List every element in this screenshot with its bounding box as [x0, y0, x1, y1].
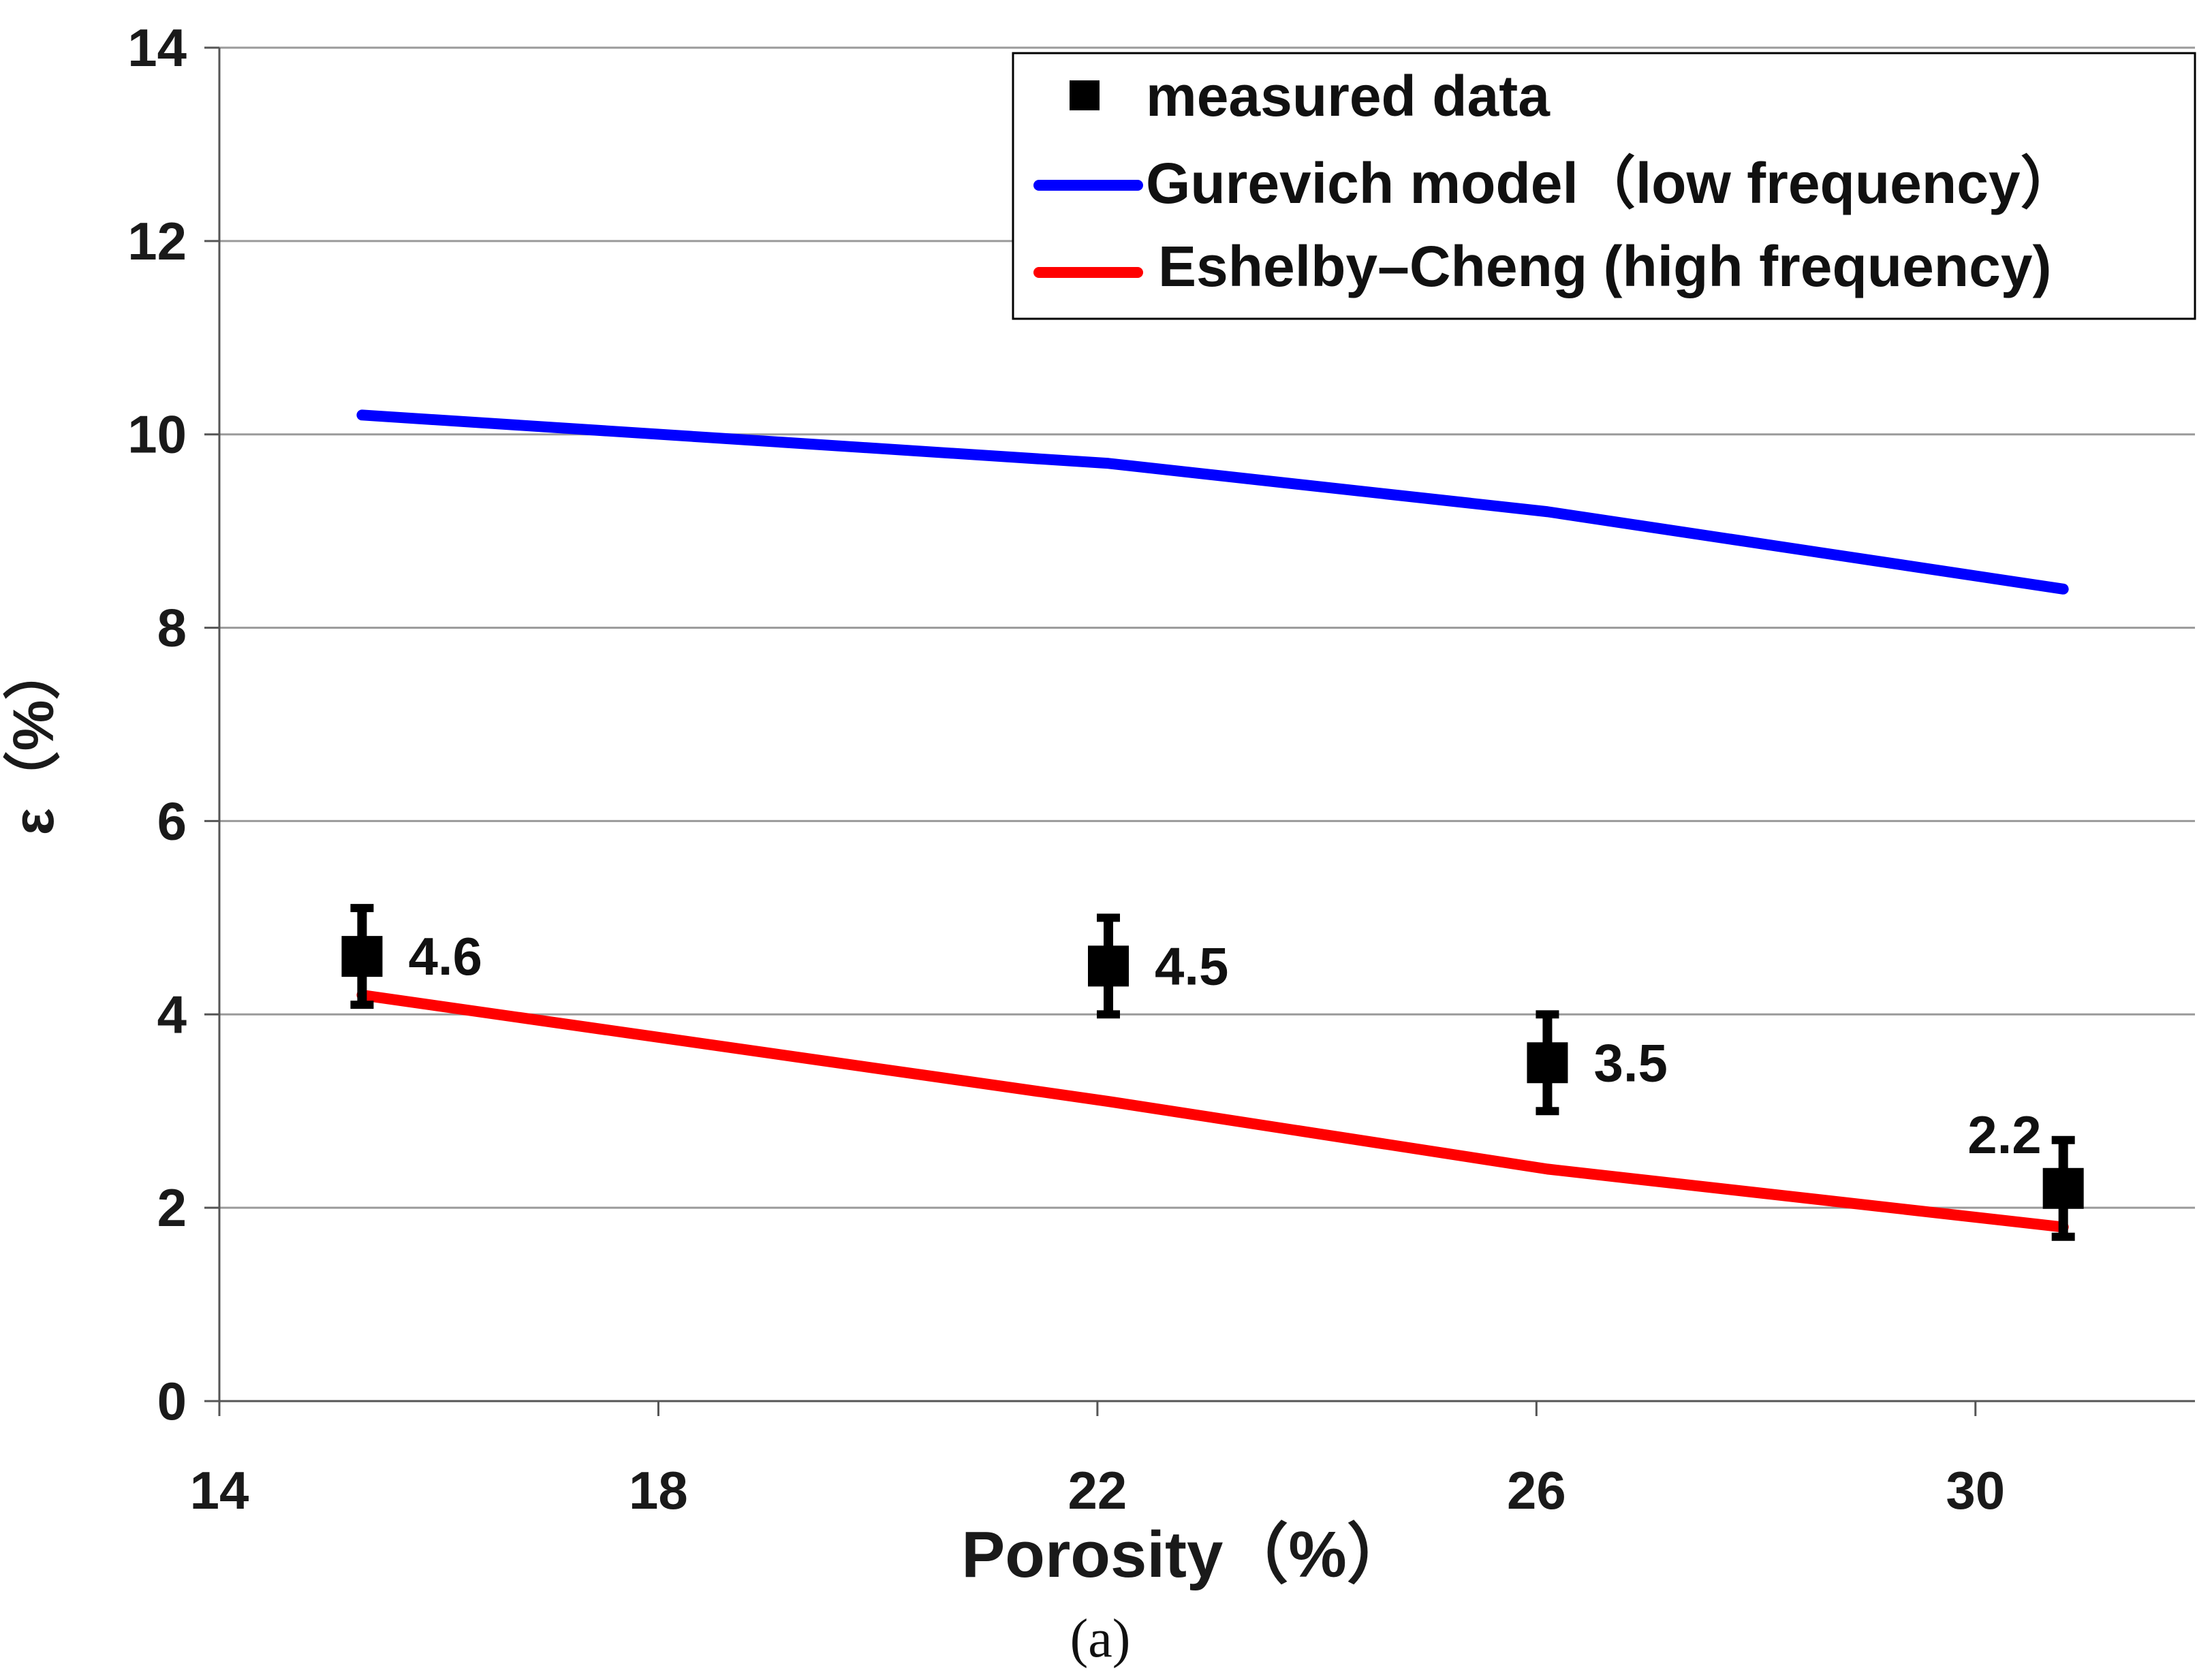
x-tick-label: 22 — [1068, 1460, 1127, 1520]
measured-data-point — [341, 936, 383, 977]
data-value-label: 2.2 — [1967, 1105, 2041, 1165]
x-tick-label: 26 — [1507, 1460, 1566, 1520]
y-tick-label: 8 — [157, 598, 187, 658]
data-value-label: 4.6 — [408, 926, 482, 986]
y-axis-title: ε（%） — [1, 643, 65, 836]
measured-data-point — [2042, 1167, 2084, 1209]
gurevich-model-line — [356, 409, 2069, 595]
x-axis-title: Porosity（%） — [961, 1518, 1412, 1591]
measured-data-point — [1527, 1042, 1568, 1084]
y-tick-label: 14 — [127, 18, 187, 78]
legend-box — [1012, 52, 2196, 320]
x-tick-label: 30 — [1946, 1460, 2005, 1520]
y-tick-label: 4 — [157, 984, 187, 1044]
measured-data-point — [1088, 945, 1129, 987]
y-tick-label: 2 — [157, 1178, 187, 1238]
legend-measured-marker — [1070, 80, 1100, 110]
x-tick-label: 18 — [629, 1460, 688, 1520]
legend-measured-label: measured data — [1146, 64, 1551, 128]
legend-gurevich-label: Gurevich model（low frequency） — [1146, 151, 2078, 215]
y-tick-label: 12 — [127, 211, 187, 271]
axes — [204, 46, 2195, 1416]
y-tick-label: 0 — [157, 1371, 187, 1431]
measured-markers: 4.6 4.5 3.5 2.2 — [341, 904, 2084, 1241]
y-tick-label: 10 — [127, 405, 187, 465]
eshelby-cheng-line — [356, 989, 2069, 1233]
y-tick-label: 6 — [157, 791, 187, 851]
x-tick-label: 14 — [190, 1460, 249, 1520]
tick-labels: 0 2 4 6 8 10 12 14 14 18 22 26 30 — [127, 18, 2005, 1520]
data-value-label: 3.5 — [1593, 1033, 1667, 1093]
legend[interactable]: measured data Gurevich model（low frequen… — [1012, 52, 2196, 320]
series — [356, 409, 2069, 1233]
data-value-label: 4.5 — [1155, 936, 1228, 996]
legend-eshelby-label: Eshelby–Cheng (high frequency) — [1158, 234, 2052, 298]
figure-caption: (a) — [1070, 1609, 1131, 1669]
